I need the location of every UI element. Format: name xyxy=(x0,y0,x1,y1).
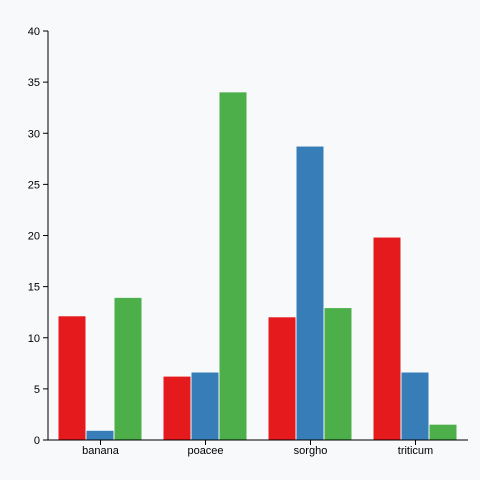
y-tick-label-10: 10 xyxy=(28,333,40,345)
y-tick-label-25: 25 xyxy=(28,179,40,191)
bar-group-banana xyxy=(58,297,142,440)
bar-sorgho-series-2 xyxy=(296,146,324,441)
bar-triticum-series-3 xyxy=(429,424,457,440)
y-tick-label-20: 20 xyxy=(28,231,40,243)
y-tick-label-0: 0 xyxy=(34,435,40,447)
bar-triticum-series-1 xyxy=(373,237,401,440)
bar-group-triticum xyxy=(373,237,457,440)
y-tick-label-40: 40 xyxy=(28,26,40,38)
plot-area: 0 5 10 15 20 25 30 35 40 banana poacee sorgho triti… xyxy=(28,26,468,457)
y-tick-label-5: 5 xyxy=(34,384,40,396)
y-tick-label-30: 30 xyxy=(28,128,40,140)
bar-poacee-series-2 xyxy=(191,372,219,440)
bars-layer xyxy=(58,92,457,441)
bar-poacee-series-1 xyxy=(163,376,191,440)
bar-banana-series-1 xyxy=(58,316,86,440)
bar-banana-series-2 xyxy=(86,430,114,440)
bar-group-poacee xyxy=(163,92,247,440)
bar-banana-series-3 xyxy=(114,297,142,440)
bar-poacee-series-3 xyxy=(219,92,247,440)
x-tick-label-triticum: triticum xyxy=(398,445,433,457)
bar-triticum-series-2 xyxy=(401,372,429,440)
x-tick-label-sorgho: sorgho xyxy=(294,445,328,457)
x-tick-label-poacee: poacee xyxy=(187,445,223,457)
bar-sorgho-series-3 xyxy=(324,308,352,440)
y-tick-label-15: 15 xyxy=(28,282,40,294)
x-axis: banana poacee sorgho triticum xyxy=(48,439,468,457)
x-tick-label-banana: banana xyxy=(82,445,120,457)
bar-group-sorgho xyxy=(268,146,352,441)
y-axis: 0 5 10 15 20 25 30 35 40 xyxy=(28,26,49,447)
y-tick-label-35: 35 xyxy=(28,77,40,89)
bar-sorgho-series-1 xyxy=(268,317,296,440)
